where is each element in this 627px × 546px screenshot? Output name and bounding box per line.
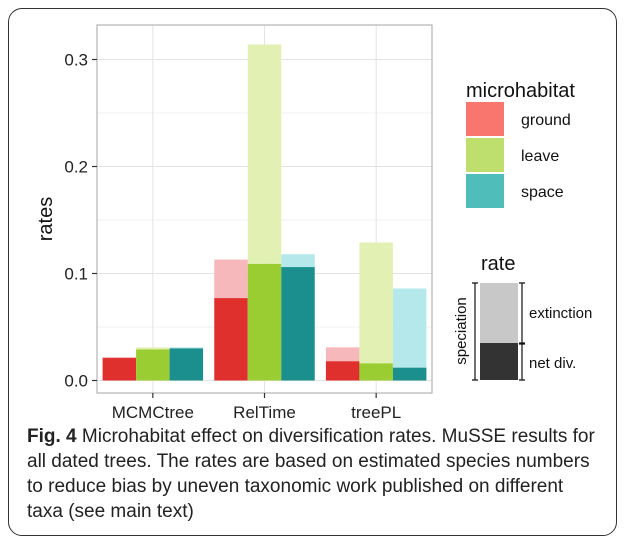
x-tick-label: RelTime: [233, 403, 296, 420]
bars: [102, 44, 427, 381]
speciation-label: speciation: [453, 297, 470, 365]
bar-net-div-ground-RelTime: [214, 298, 248, 381]
bar-net-div-leave-treePL: [359, 363, 393, 381]
bar-speciation-space-MCMCtree: [169, 347, 204, 349]
figure-caption: Fig. 4 Microhabitat effect on diversific…: [27, 424, 599, 524]
rate-legend-light-key: [480, 283, 518, 343]
bar-speciation-space-treePL: [392, 288, 427, 368]
y-tick-label: 0.1: [64, 265, 88, 284]
y-tick-label: 0.2: [64, 158, 88, 177]
legend-label-leave: leave: [521, 148, 559, 165]
bar-speciation-ground-MCMCtree: [102, 356, 137, 359]
bar-net-div-space-MCMCtree: [169, 348, 204, 381]
bar-net-div-leave-MCMCtree: [136, 349, 170, 381]
speciation-bracket: [472, 282, 478, 381]
caption-label: Fig. 4: [27, 426, 77, 447]
y-axis-label: rates: [35, 197, 57, 241]
bar-chart: 0.00.10.20.3 MCMCtree RelTime treePL rates…: [35, 24, 592, 420]
x-tick-label: MCMCtree: [112, 403, 194, 420]
bar-net-div-ground-MCMCtree: [102, 358, 137, 381]
rate-legend: rate speciation extinction net div.: [453, 253, 592, 381]
y-axis-ticks: 0.0 0.1 0.2 0.3: [64, 51, 97, 391]
bar-speciation-space-RelTime: [281, 254, 315, 268]
bar-speciation-leave-RelTime: [247, 44, 282, 264]
y-tick-label: 0.0: [64, 372, 88, 391]
net-div-bracket: [519, 343, 525, 381]
y-tick-label: 0.3: [64, 51, 88, 70]
bar-net-div-space-treePL: [392, 367, 427, 381]
caption-text: Microhabitat effect on diversification r…: [27, 426, 595, 522]
legend-label-space: space: [521, 184, 564, 201]
legend-label-ground: ground: [521, 112, 571, 129]
rate-legend-dark-key: [480, 343, 518, 380]
legend-key-space: [466, 174, 504, 208]
bar-speciation-leave-treePL: [359, 242, 393, 364]
bar-net-div-space-RelTime: [281, 267, 315, 381]
legend-key-leave: [466, 138, 504, 172]
bar-speciation-leave-MCMCtree: [136, 347, 170, 350]
extinction-label: extinction: [529, 305, 592, 322]
rate-legend-title: rate: [481, 253, 515, 275]
bar-speciation-ground-RelTime: [214, 259, 248, 299]
microhabitat-legend: microhabitat ground leave space: [466, 80, 575, 208]
x-axis-ticks: MCMCtree RelTime treePL: [112, 393, 401, 420]
legend-title: microhabitat: [466, 80, 575, 102]
bar-speciation-ground-treePL: [325, 347, 360, 362]
legend-key-ground: [466, 102, 504, 136]
x-tick-label: treePL: [351, 403, 401, 420]
extinction-bracket: [519, 282, 525, 344]
net-div-label: net div.: [529, 355, 576, 372]
bar-net-div-leave-RelTime: [247, 263, 282, 381]
bar-net-div-ground-treePL: [325, 361, 360, 381]
